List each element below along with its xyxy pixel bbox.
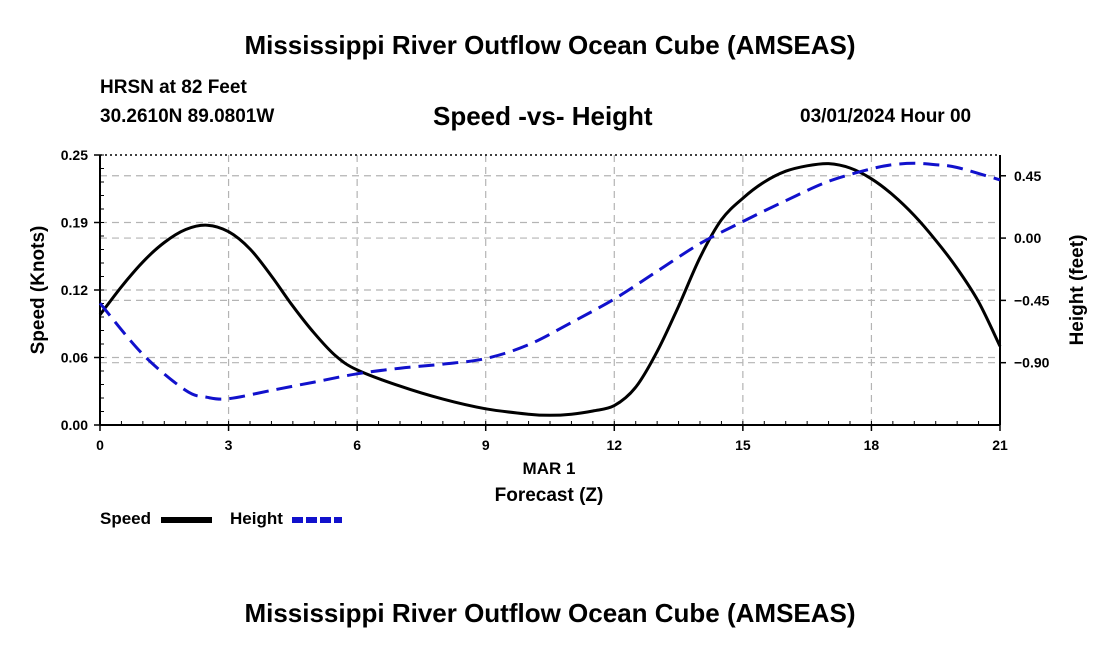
footer-title: Mississippi River Outflow Ocean Cube (AM… bbox=[244, 598, 856, 628]
y-tick-label: 0.12 bbox=[61, 282, 88, 298]
y-tick-label: 0.06 bbox=[61, 350, 88, 366]
coordinates-label: 30.2610N 89.0801W bbox=[100, 106, 275, 127]
x-tick-label: 0 bbox=[96, 437, 104, 453]
speed-series-line bbox=[98, 162, 1002, 417]
legend-height-label: Height bbox=[230, 509, 283, 528]
y2-tick-label: 0.45 bbox=[1014, 168, 1041, 184]
y-axis-label: Speed (Knots) bbox=[28, 226, 49, 355]
x-tick-label: 9 bbox=[482, 437, 490, 453]
chart-title: Mississippi River Outflow Ocean Cube (AM… bbox=[244, 30, 856, 60]
chart-subtitle: Speed -vs- Height bbox=[433, 101, 653, 131]
station-label: HRSN at 82 Feet bbox=[100, 77, 247, 98]
x-tick-label: 3 bbox=[225, 437, 233, 453]
x-tick-label: 21 bbox=[992, 437, 1008, 453]
height-series-line bbox=[98, 161, 1001, 401]
y-tick-label: 0.00 bbox=[61, 417, 88, 433]
y2-tick-label: −0.45 bbox=[1014, 292, 1050, 308]
x-tick-label: 18 bbox=[864, 437, 880, 453]
x-tick-label: 12 bbox=[606, 437, 622, 453]
x-axis-label: Forecast (Z) bbox=[495, 485, 604, 506]
y-tick-label: 0.19 bbox=[61, 215, 88, 231]
forecast-datetime: 03/01/2024 Hour 00 bbox=[800, 106, 972, 127]
x-tick-label: 15 bbox=[735, 437, 751, 453]
y-tick-label: 0.25 bbox=[61, 147, 88, 163]
x-axis-date-label: MAR 1 bbox=[523, 459, 576, 478]
legend-speed-label: Speed bbox=[100, 509, 152, 528]
y2-tick-label: −0.90 bbox=[1014, 355, 1050, 371]
y2-axis-label: Height (feet) bbox=[1067, 235, 1088, 346]
x-tick-label: 6 bbox=[353, 437, 361, 453]
y2-tick-label: 0.00 bbox=[1014, 230, 1041, 246]
